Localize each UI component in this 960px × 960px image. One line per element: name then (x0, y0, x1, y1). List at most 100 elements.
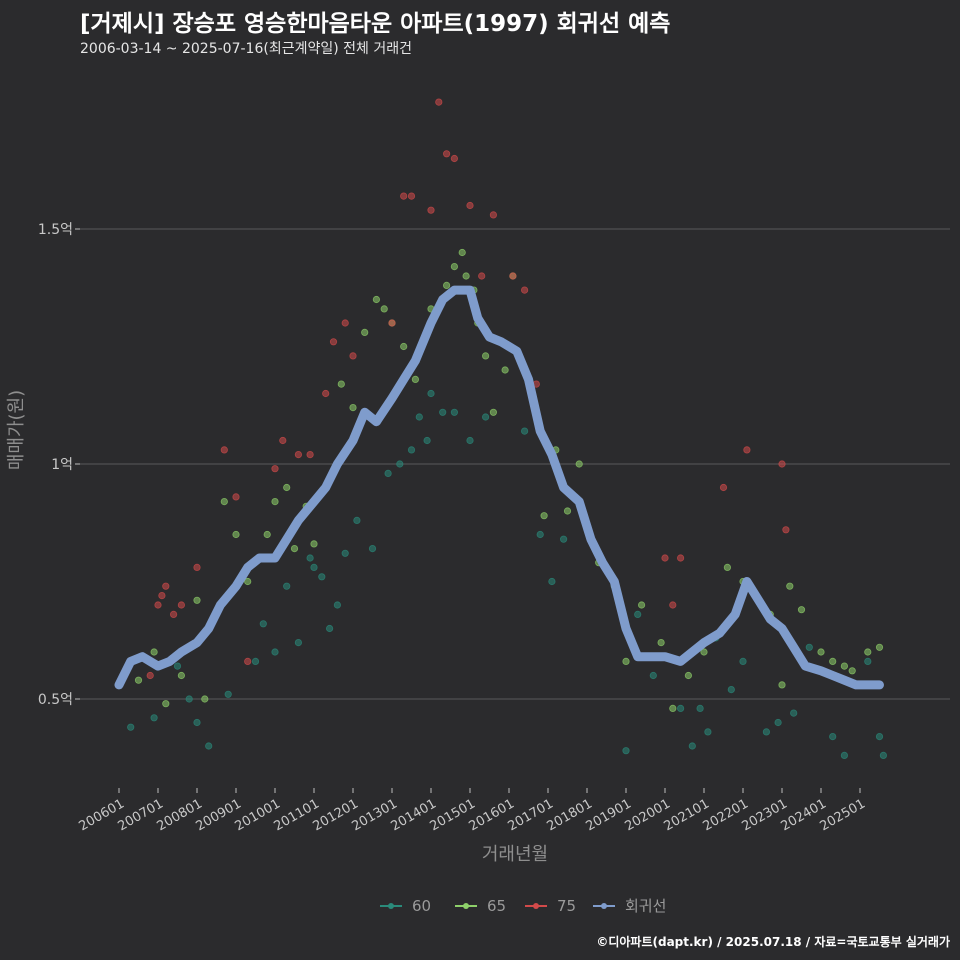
point-65 (232, 530, 240, 539)
point-65 (723, 563, 732, 572)
point-65 (337, 380, 345, 388)
point-75 (349, 352, 357, 360)
point-65 (501, 366, 509, 374)
point-75 (509, 272, 517, 280)
legend-dot (463, 903, 469, 909)
legend-item-75: 75 (525, 897, 576, 915)
point-65 (201, 695, 209, 703)
point-60 (622, 747, 630, 755)
legend-label: 회귀선 (625, 897, 666, 915)
regression-line (114, 285, 884, 690)
x-axis: 2006012007012008012009012010012011012012… (77, 788, 868, 834)
point-60 (774, 718, 782, 727)
point-65 (162, 700, 170, 708)
point-75 (193, 563, 201, 572)
point-75 (661, 554, 669, 562)
point-75 (158, 591, 166, 600)
grid-lines (80, 228, 950, 700)
legend-dot (601, 903, 607, 909)
point-65 (840, 662, 849, 670)
point-60 (310, 563, 318, 572)
point-65 (786, 582, 794, 590)
point-75 (154, 601, 162, 609)
point-65 (817, 648, 825, 656)
point-60 (762, 728, 771, 736)
point-75 (466, 201, 474, 210)
point-60 (259, 620, 267, 628)
point-60 (840, 751, 849, 760)
legend-dot (388, 903, 394, 909)
point-60 (879, 751, 888, 760)
point-65 (290, 544, 299, 553)
point-60 (407, 446, 416, 454)
point-75 (407, 192, 416, 200)
point-65 (540, 512, 548, 520)
point-60 (520, 427, 529, 435)
y-tick-label: 1.5억 (38, 222, 73, 238)
point-60 (727, 685, 735, 694)
point-65 (349, 403, 357, 412)
point-60 (548, 577, 556, 586)
point-65 (875, 643, 884, 651)
point-60 (294, 638, 302, 647)
point-75 (442, 150, 451, 158)
point-60 (306, 554, 314, 562)
point-60 (423, 436, 431, 445)
point-60 (333, 601, 341, 609)
legend: 60 65 75 회귀선 (380, 897, 666, 915)
point-60 (559, 535, 568, 543)
point-65 (380, 305, 388, 313)
point-60 (676, 704, 685, 713)
point-65 (450, 262, 458, 271)
point-60 (205, 742, 213, 750)
point-60 (173, 662, 182, 670)
point-75 (450, 154, 458, 163)
point-65 (778, 681, 786, 689)
y-tick-label: 1억 (51, 457, 73, 473)
point-60 (439, 408, 447, 416)
point-75 (778, 460, 786, 468)
point-65 (563, 507, 572, 515)
point-75 (719, 483, 728, 492)
point-60 (634, 610, 642, 619)
y-tick-label: 0.5억 (38, 692, 73, 708)
point-60 (481, 413, 490, 421)
point-60 (193, 718, 201, 727)
legend-dot (533, 903, 539, 909)
point-65 (669, 704, 677, 713)
point-75 (322, 389, 330, 398)
point-65 (442, 281, 451, 289)
point-60 (466, 436, 474, 445)
point-75 (146, 671, 154, 680)
point-65 (700, 648, 708, 656)
point-65 (797, 606, 806, 614)
point-65 (462, 272, 470, 280)
point-60 (384, 469, 392, 477)
point-65 (575, 460, 583, 468)
point-60 (325, 624, 334, 633)
legend-item-65: 65 (455, 897, 506, 915)
legend-label: 60 (412, 897, 431, 915)
point-75 (478, 272, 486, 280)
legend-item-60: 60 (380, 897, 431, 915)
point-75 (388, 319, 396, 327)
point-60 (739, 657, 747, 666)
point-75 (220, 446, 228, 454)
point-60 (271, 648, 279, 656)
point-75 (435, 98, 443, 106)
point-60 (536, 530, 544, 539)
point-65 (220, 497, 228, 506)
y-axis: 0.5억 1억 1.5억 (38, 222, 80, 708)
point-60 (864, 657, 872, 666)
point-75 (341, 319, 349, 327)
point-60 (224, 690, 232, 698)
point-75 (676, 554, 685, 562)
point-75 (782, 526, 790, 534)
point-65 (283, 483, 291, 492)
point-65 (271, 497, 279, 506)
point-60 (341, 549, 349, 557)
legend-label: 75 (557, 897, 576, 915)
source-caption: ©디아파트(dapt.kr) / 2025.07.18 / 자료=국토교통부 실… (596, 935, 950, 949)
point-75 (743, 446, 751, 454)
